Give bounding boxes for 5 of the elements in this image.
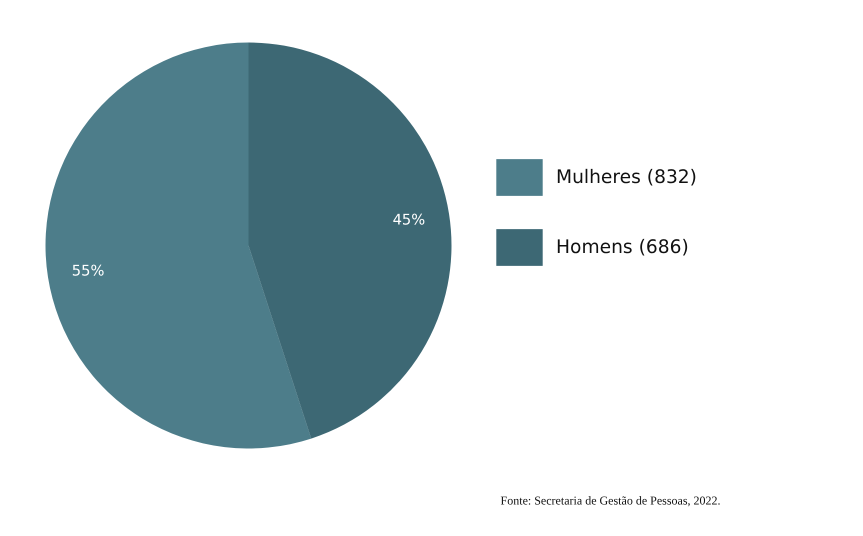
legend-label: Mulheres (832) bbox=[556, 166, 697, 188]
source-note: Fonte: Secretaria de Gestão de Pessoas, 2022. bbox=[500, 494, 721, 508]
data-label: 45% bbox=[392, 212, 426, 229]
data-label: 55% bbox=[72, 262, 104, 280]
legend-label: Homens (686) bbox=[556, 236, 689, 258]
